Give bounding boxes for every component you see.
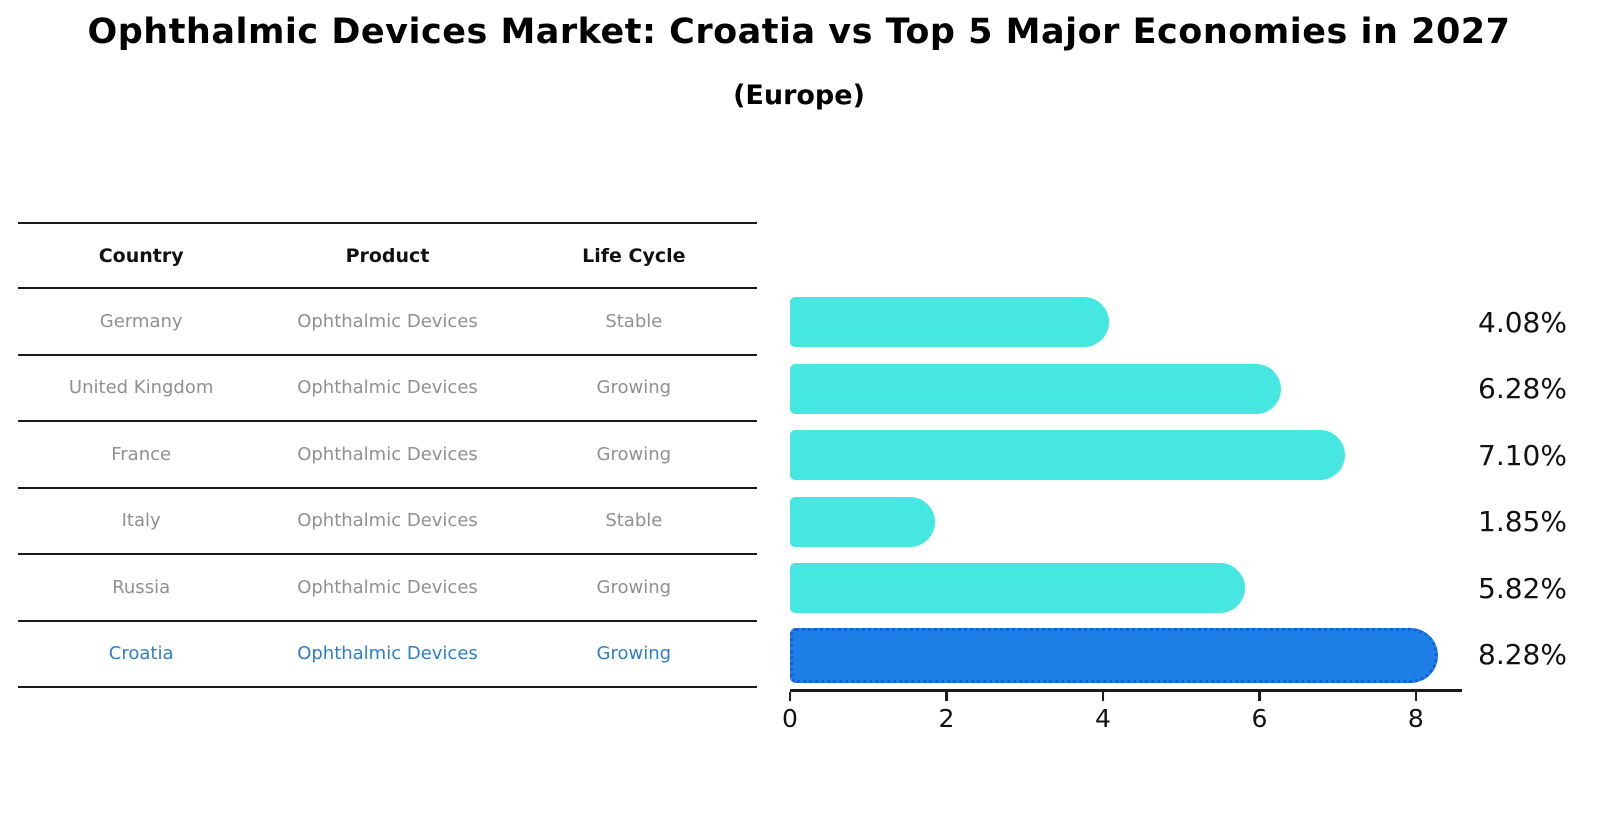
bar-italy <box>790 496 935 547</box>
cell-life-cycle: Stable <box>605 510 663 532</box>
table-row-italy: Italy Ophthalmic Devices Stable <box>18 489 757 555</box>
table-header-row: Country Product Life Cycle <box>18 222 757 289</box>
axis-tick: 2 <box>938 691 955 733</box>
cell-country: United Kingdom <box>68 377 214 399</box>
bar-chart: 4.08% 6.28% 7.10% 1.85% 5.82% 8.28% <box>790 289 1567 689</box>
bar-row: 1.85% <box>790 489 1567 556</box>
axis-tick-mark <box>945 691 948 701</box>
cell-product: Ophthalmic Devices <box>297 443 478 465</box>
bar-value-label: 7.10% <box>1478 438 1567 472</box>
bar-croatia <box>790 627 1438 683</box>
cell-country: Russia <box>112 576 171 598</box>
bar-row: 7.10% <box>790 422 1567 489</box>
bar-area <box>790 489 1455 556</box>
bar-row: 4.08% <box>790 289 1567 356</box>
axis-tick-mark <box>1258 691 1261 701</box>
bar-area <box>790 555 1455 622</box>
cell-country: Croatia <box>108 643 174 665</box>
cell-product: Ophthalmic Devices <box>297 576 478 598</box>
table-row-united-kingdom: United Kingdom Ophthalmic Devices Growin… <box>18 356 757 422</box>
cell-product: Ophthalmic Devices <box>297 510 478 532</box>
cell-life-cycle: Growing <box>596 643 672 665</box>
cell-product: Ophthalmic Devices <box>297 643 478 665</box>
table-row-germany: Germany Ophthalmic Devices Stable <box>18 289 757 356</box>
axis-tick-mark <box>1101 691 1105 701</box>
bar-row: 5.82% <box>790 555 1567 622</box>
table-body: Germany Ophthalmic Devices Stable United… <box>18 289 757 688</box>
cell-product: Ophthalmic Devices <box>297 377 478 399</box>
bar-united-kingdom <box>790 363 1282 414</box>
axis-tick: 8 <box>1407 691 1424 733</box>
cell-product: Ophthalmic Devices <box>297 310 478 332</box>
bar-value-label: 8.28% <box>1478 638 1567 672</box>
table-header-product: Product <box>345 244 430 267</box>
table-header-country: Country <box>98 244 184 267</box>
axis-tick-mark <box>788 691 792 701</box>
data-table: Country Product Life Cycle Germany Ophth… <box>18 222 757 688</box>
cell-life-cycle: Stable <box>605 310 663 332</box>
bar-area <box>790 622 1455 689</box>
bar-row: 8.28% <box>790 622 1567 689</box>
cell-country: France <box>111 443 172 465</box>
axis-tick-label: 4 <box>1094 703 1111 733</box>
x-axis-line <box>790 689 1462 692</box>
axis-tick-mark <box>1414 691 1418 701</box>
axis-tick-label: 0 <box>782 703 798 733</box>
bar-value-label: 6.28% <box>1478 372 1567 406</box>
bar-area <box>790 289 1455 356</box>
axis-tick: 6 <box>1251 691 1268 733</box>
cell-life-cycle: Growing <box>596 377 672 399</box>
cell-country: Italy <box>121 510 161 532</box>
bar-france <box>790 430 1346 480</box>
axis-tick-label: 2 <box>938 703 955 733</box>
x-axis: 0 2 4 6 8 <box>782 689 1462 749</box>
cell-country: Germany <box>99 310 183 332</box>
chart-title: Ophthalmic Devices Market: Croatia vs To… <box>87 12 1511 52</box>
axis-tick-label: 8 <box>1407 703 1424 733</box>
bar-area <box>790 422 1455 489</box>
cell-life-cycle: Growing <box>596 443 672 465</box>
bar-area <box>790 356 1455 423</box>
bar-value-label: 4.08% <box>1478 305 1567 339</box>
table-row-croatia: Croatia Ophthalmic Devices Growing <box>18 622 757 688</box>
bar-russia <box>790 563 1246 613</box>
table-header-life-cycle: Life Cycle <box>582 244 686 267</box>
table-row-russia: Russia Ophthalmic Devices Growing <box>18 555 757 622</box>
bar-value-label: 1.85% <box>1478 505 1567 539</box>
bar-row: 6.28% <box>790 356 1567 423</box>
axis-tick: 0 <box>782 691 798 733</box>
bar-value-label: 5.82% <box>1478 571 1567 605</box>
bar-germany <box>790 297 1110 347</box>
axis-tick-label: 6 <box>1251 703 1268 733</box>
chart-subtitle: (Europe) <box>733 80 865 111</box>
table-row-france: France Ophthalmic Devices Growing <box>18 422 757 489</box>
cell-life-cycle: Growing <box>596 576 672 598</box>
axis-tick: 4 <box>1094 691 1111 733</box>
